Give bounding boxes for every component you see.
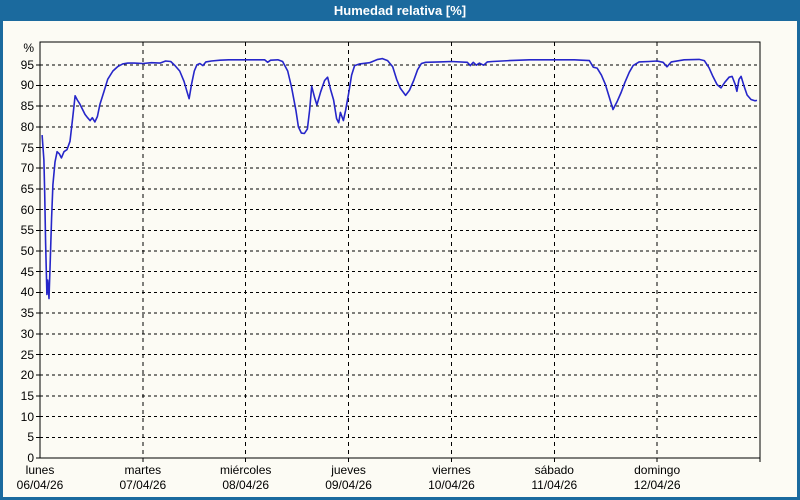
y-tick-label: 20 [20, 368, 34, 383]
x-tick-date: 07/04/26 [119, 478, 167, 492]
y-tick-label: 95 [20, 57, 34, 72]
y-tick-label: 75 [20, 140, 34, 155]
y-tick-label: 90 [20, 78, 34, 93]
plot-border [39, 41, 761, 459]
x-tick-day-name: sábado [534, 463, 574, 477]
x-tick-date: 09/04/26 [325, 478, 372, 492]
chart-title: Humedad relativa [%] [333, 3, 467, 18]
y-tick-label: 5 [27, 430, 34, 445]
x-tick-date: 10/04/26 [428, 478, 475, 492]
y-tick-label: 45 [20, 264, 34, 279]
chart-content [3, 21, 797, 497]
x-tick-day-name: viernes [432, 463, 471, 477]
x-tick-day-name: domingo [634, 463, 681, 477]
y-tick-label: 30 [20, 326, 34, 341]
y-tick-label: 65 [20, 181, 34, 196]
y-tick-label: 15 [20, 388, 34, 403]
x-tick-label: martes 07/04/26 [95, 463, 191, 493]
x-tick-date: 08/04/26 [222, 478, 270, 492]
y-tick-label: 25 [20, 347, 34, 362]
x-tick-date: 06/04/26 [16, 478, 64, 492]
y-tick-label: 10 [20, 409, 34, 424]
y-tick-label: 35 [20, 306, 34, 321]
x-tick-label: jueves 09/04/26 [301, 463, 397, 493]
y-tick-label: 60 [20, 202, 34, 217]
y-tick-label: 85 [20, 99, 34, 114]
x-tick-label: domingo 12/04/26 [609, 463, 705, 493]
y-tick-label: 55 [20, 223, 34, 238]
x-tick-day-name: jueves [331, 463, 366, 477]
y-axis-unit-label: % [23, 41, 34, 55]
y-tick-label: 0 [27, 451, 34, 465]
x-tick-label: miércoles 08/04/26 [198, 463, 294, 493]
x-tick-label: sábado 11/04/26 [506, 463, 602, 493]
x-tick-date: 11/04/26 [531, 478, 578, 492]
y-tick-label: 70 [20, 161, 34, 176]
x-tick-label: viernes 10/04/26 [403, 463, 499, 493]
x-tick-label: lunes 06/04/26 [0, 463, 88, 493]
chart-title-bar: Humedad relativa [%] [0, 0, 800, 21]
x-tick-day-name: miércoles [220, 463, 272, 477]
x-tick-date: 12/04/26 [633, 478, 681, 492]
y-tick-label: 40 [20, 285, 34, 300]
x-tick-day-name: lunes [25, 463, 55, 477]
series-line [41, 57, 758, 300]
x-tick-day-name: martes [124, 463, 162, 477]
y-tick-label: 50 [20, 244, 34, 259]
y-tick-label: 80 [20, 119, 34, 134]
